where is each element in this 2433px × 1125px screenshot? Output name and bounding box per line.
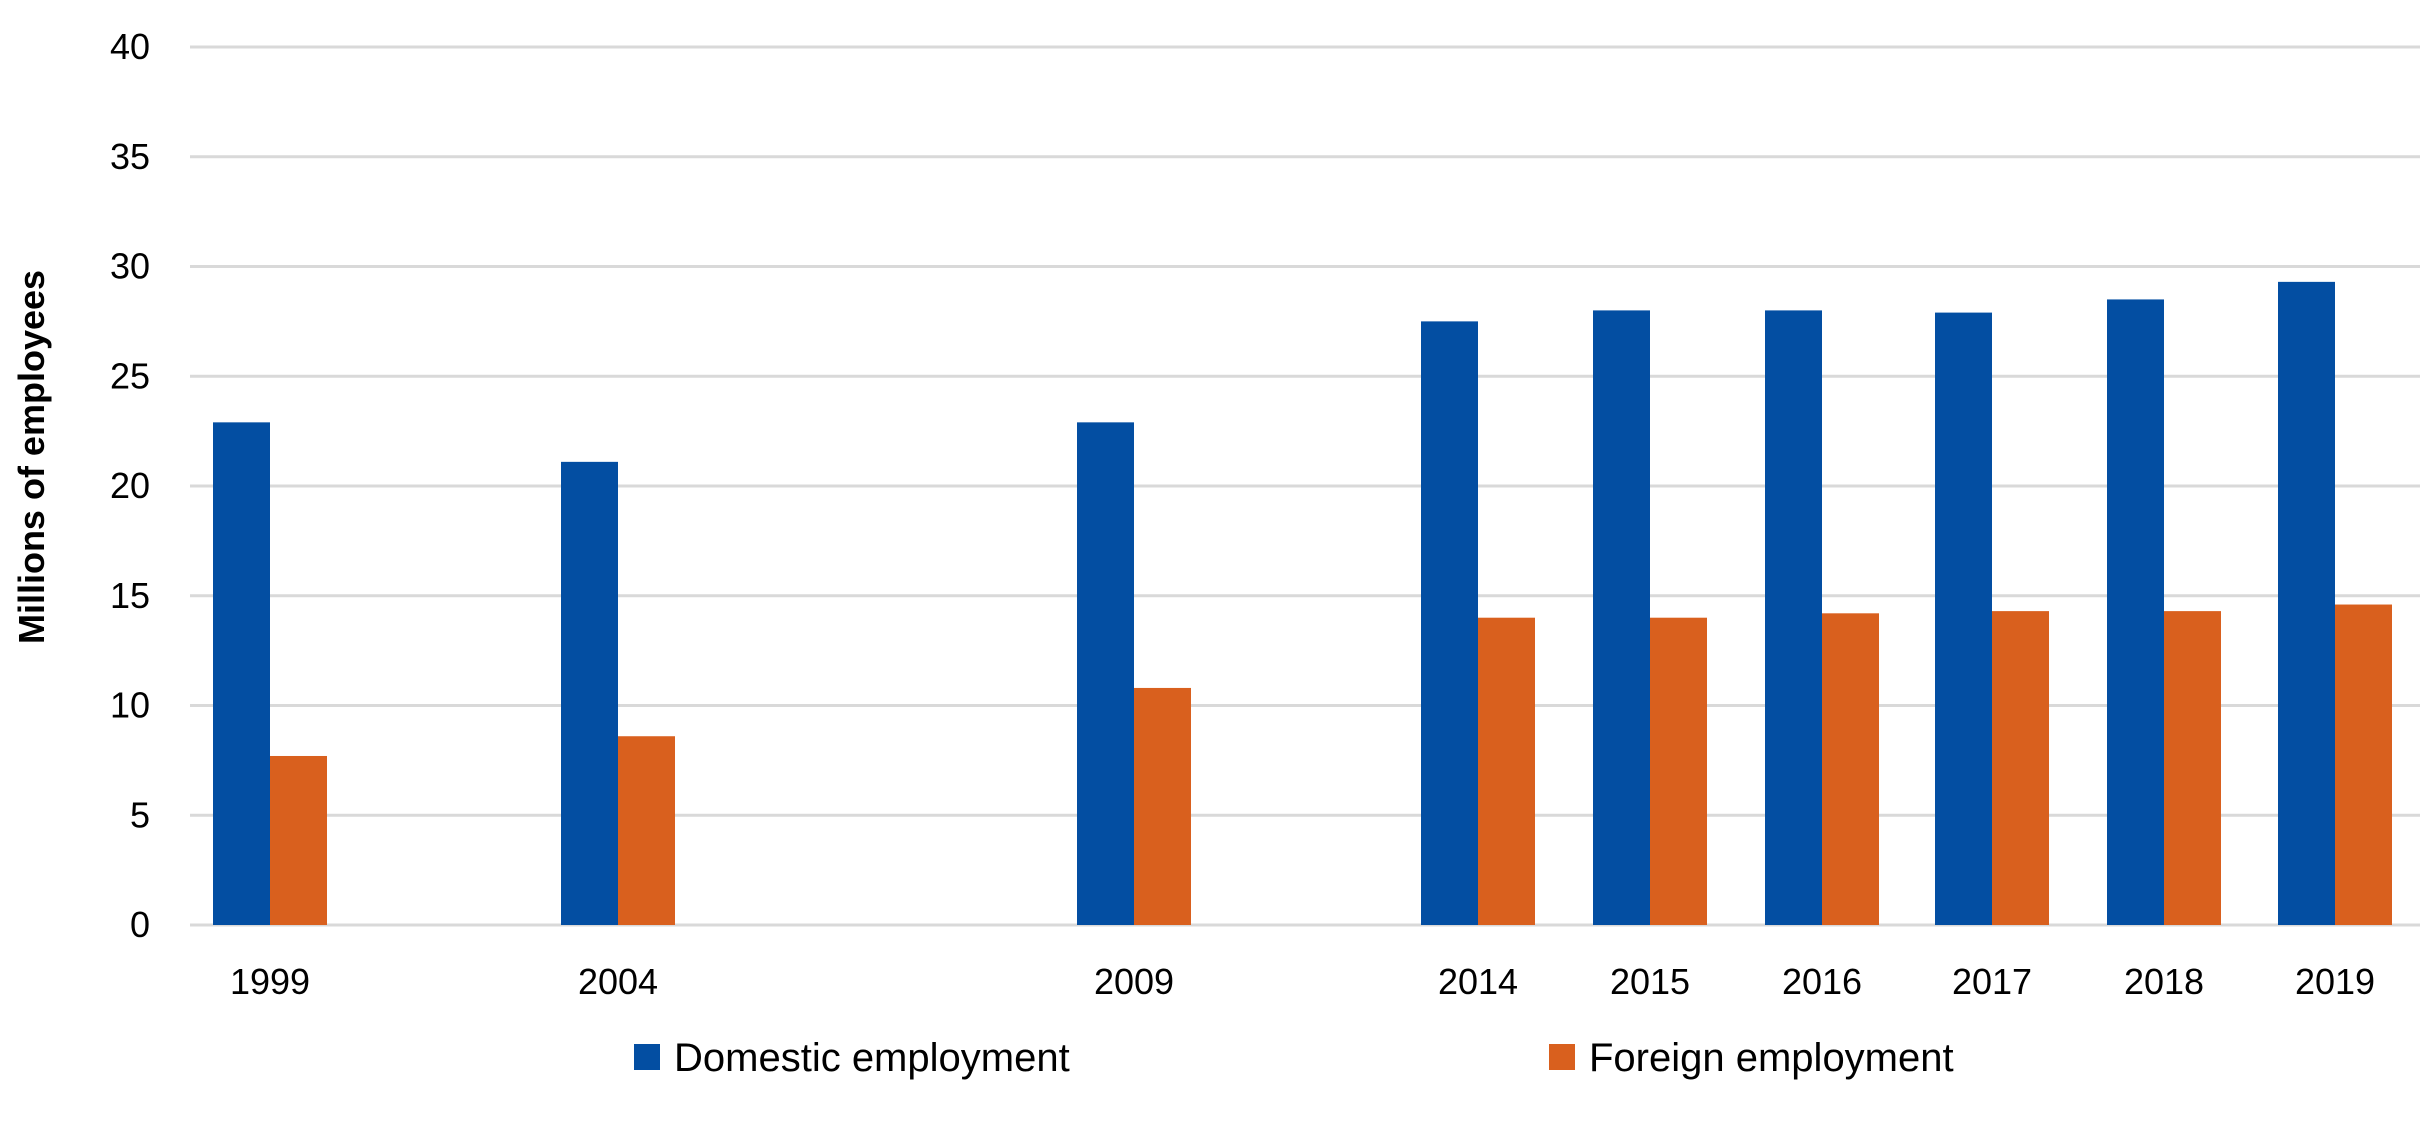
legend: Domestic employment Foreign employment xyxy=(634,1036,1954,1080)
bar-domestic-2017 xyxy=(1935,312,1992,926)
bar-foreign-1999 xyxy=(270,755,327,925)
y-tick-label: 30 xyxy=(110,246,150,287)
legend-swatch-domestic xyxy=(634,1044,660,1070)
bar-foreign-2018 xyxy=(2164,611,2221,925)
x-tick-label: 2016 xyxy=(1782,961,1862,1002)
bar-foreign-2016 xyxy=(1822,613,1879,925)
x-tick-label: 2017 xyxy=(1952,961,2032,1002)
y-tick-label: 20 xyxy=(110,465,150,506)
bar-foreign-2009 xyxy=(1134,687,1191,925)
bar-foreign-2017 xyxy=(1992,611,2049,925)
x-axis-ticks: 1999 2004 2009 2014 2015 2016 2017 2018 2019 xyxy=(230,961,2375,1002)
x-tick-label: 2018 xyxy=(2124,961,2204,1002)
x-tick-label: 2009 xyxy=(1094,961,1174,1002)
x-tick-label: 2019 xyxy=(2295,961,2375,1002)
y-tick-label: 5 xyxy=(130,794,150,835)
bar-foreign-2004 xyxy=(618,736,675,925)
x-tick-label: 2015 xyxy=(1610,961,1690,1002)
bar-foreign-2015 xyxy=(1650,617,1707,925)
y-tick-label: 25 xyxy=(110,355,150,396)
bar-domestic-2019 xyxy=(2278,281,2335,925)
bar-domestic-2016 xyxy=(1765,310,1822,925)
y-tick-label: 0 xyxy=(130,904,150,945)
y-tick-label: 15 xyxy=(110,575,150,616)
bar-domestic-2015 xyxy=(1593,310,1650,925)
bar-foreign-2019 xyxy=(2335,604,2392,925)
bar-domestic-2004 xyxy=(561,461,618,925)
y-axis-title: Millions of employees xyxy=(11,270,52,644)
x-tick-label: 1999 xyxy=(230,961,310,1002)
x-tick-label: 2004 xyxy=(578,961,658,1002)
x-tick-label: 2014 xyxy=(1438,961,1518,1002)
y-tick-label: 40 xyxy=(110,26,150,67)
bar-foreign-2014 xyxy=(1478,617,1535,925)
gridlines xyxy=(190,45,2420,927)
bar-domestic-2009 xyxy=(1077,422,1134,925)
bar-domestic-2014 xyxy=(1421,321,1478,925)
y-axis-ticks: 0 5 10 15 20 25 30 35 40 xyxy=(110,26,150,945)
bar-domestic-2018 xyxy=(2107,299,2164,925)
y-tick-label: 35 xyxy=(110,136,150,177)
legend-label-foreign: Foreign employment xyxy=(1589,1036,1954,1080)
legend-label-domestic: Domestic employment xyxy=(674,1036,1070,1080)
legend-swatch-foreign xyxy=(1549,1044,1575,1070)
bars xyxy=(213,281,2392,926)
y-tick-label: 10 xyxy=(110,685,150,726)
bar-domestic-1999 xyxy=(213,422,270,925)
